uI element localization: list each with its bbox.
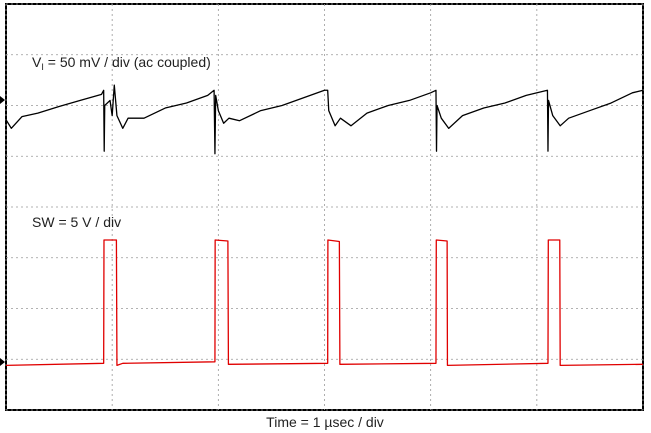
waveform (5, 84, 644, 155)
series-1-label: SW = 5 V / div (32, 214, 121, 230)
waveform (5, 239, 644, 366)
series-0-label: VI = 50 mV / div (ac coupled) (32, 54, 211, 72)
ch2-marker (0, 358, 5, 366)
x-axis-label: Time = 1 µsec / div (266, 414, 384, 430)
label-rest: = 50 mV / div (ac coupled) (44, 54, 211, 70)
label-main: V (32, 54, 42, 70)
label-sub: I (41, 62, 44, 72)
ch1-marker (0, 96, 5, 104)
